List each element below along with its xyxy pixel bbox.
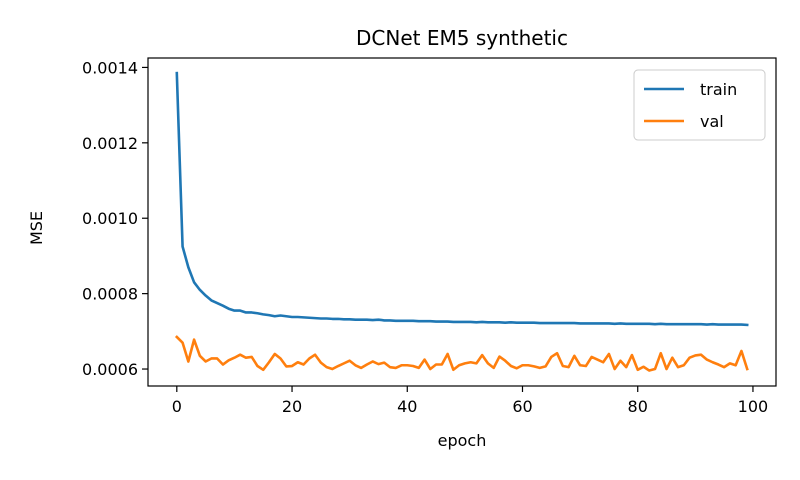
- legend-box: [633, 69, 766, 141]
- x-tick-label: 40: [397, 397, 417, 416]
- y-tick-label: 0.0012: [82, 134, 138, 153]
- x-tick-label: 100: [738, 397, 769, 416]
- series-line-val: [174, 335, 749, 372]
- legend: train val: [633, 69, 766, 141]
- x-tick-label: 60: [512, 397, 532, 416]
- y-tick-label: 0.0010: [82, 209, 138, 228]
- chart-title: DCNet EM5 synthetic: [356, 26, 568, 50]
- y-axis-label: MSE: [27, 211, 46, 245]
- y-tick-label: 0.0008: [82, 285, 138, 304]
- y-tick-label: 0.0014: [82, 58, 138, 77]
- x-axis-label: epoch: [438, 431, 487, 450]
- x-tick-label: 0: [172, 397, 182, 416]
- x-tick-label: 20: [282, 397, 302, 416]
- axes-frame: [147, 57, 777, 387]
- y-tick-label: 0.0006: [82, 360, 138, 379]
- plot-area: [147, 57, 777, 387]
- legend-label-train: train: [700, 80, 737, 99]
- legend-label-val: val: [700, 112, 724, 131]
- series-line-train: [175, 71, 749, 327]
- x-tick-label: 80: [628, 397, 648, 416]
- axis-ticks: 0 20 40 60 80 100 0.0006 0.0008 0.0010 0.0012 0.00…: [82, 58, 768, 416]
